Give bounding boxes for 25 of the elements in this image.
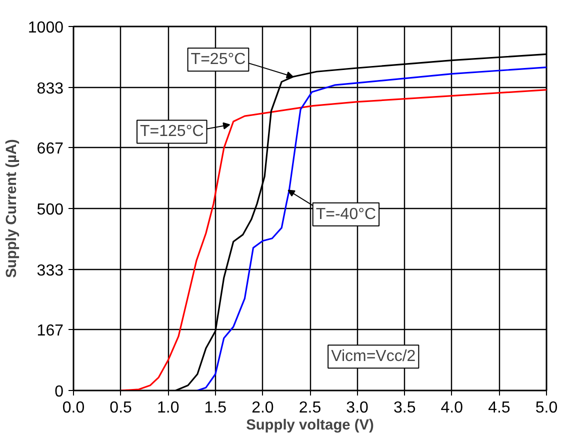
y-tick-label: 1000 [28,20,64,36]
x-tick-label: 1.5 [204,400,227,416]
x-tick-label: 5.0 [535,400,558,416]
x-tick-label: 1.0 [156,400,180,416]
x-tick-label: 2.0 [252,400,274,416]
y-axis-title: Supply Current (µA) [4,139,20,278]
y-tick-label: 0 [54,384,64,400]
x-tick-label: 4.5 [488,400,510,416]
x-tick-label: 0.0 [62,400,85,416]
x-tick-label: 4.0 [440,400,464,416]
x-tick-label: 3.5 [393,400,416,416]
y-tick-label: 667 [36,140,64,158]
x-axis-title: Supply voltage (V) [246,418,374,434]
y-tick-label: 333 [36,262,64,280]
y-tick-label: 500 [36,202,64,218]
x-tick-label: 3.0 [346,400,369,416]
annotation: T=25°C [190,51,246,68]
y-tick-label: 167 [36,322,64,340]
y-tick-label: 833 [36,80,64,98]
annotation: T=-40°C [316,206,376,223]
annotation: Vicm=Vcc/2 [331,348,416,366]
x-tick-label: 2.5 [298,400,322,416]
x-tick-label: 0.5 [110,400,132,416]
annotation: T=125°C [140,123,204,140]
line-series [120,89,546,390]
